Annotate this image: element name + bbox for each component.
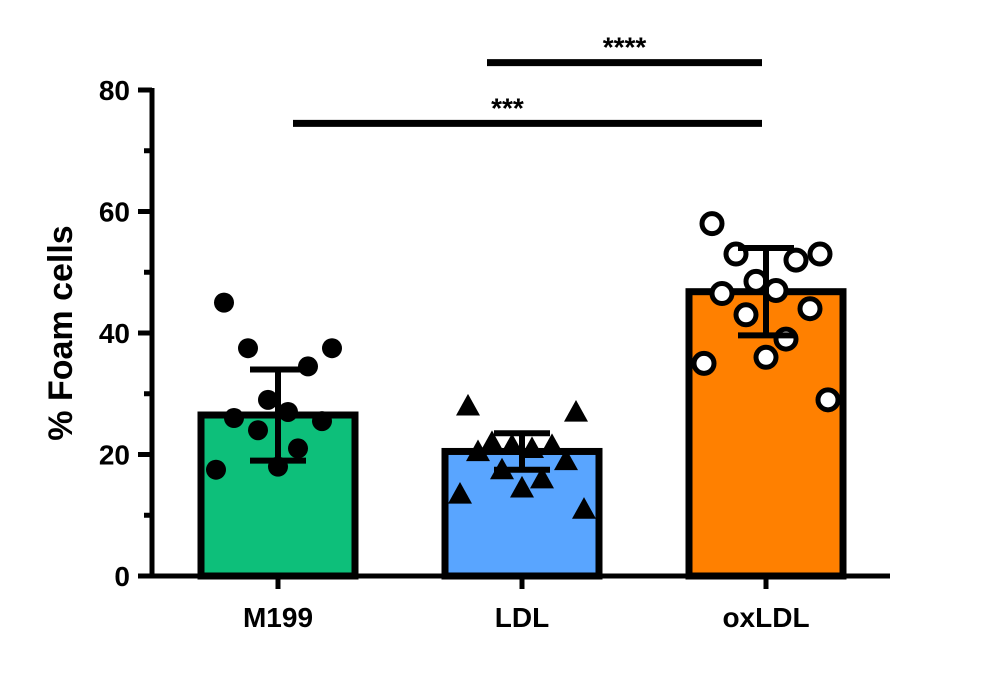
data-point <box>206 459 226 480</box>
data-point <box>815 387 841 413</box>
data-point <box>797 296 823 322</box>
significance-label: **** <box>603 32 647 63</box>
y-axis-title: % Foam cells <box>42 225 80 440</box>
data-point <box>238 338 258 359</box>
x-tick-label: LDL <box>495 602 549 633</box>
data-point <box>500 433 524 455</box>
data-point <box>466 439 490 462</box>
data-point <box>258 389 278 410</box>
data-point <box>312 411 332 432</box>
data-point <box>214 292 234 313</box>
data-point <box>773 326 799 352</box>
y-tick-label: 80 <box>99 75 130 106</box>
y-tick-label: 20 <box>99 440 130 471</box>
y-tick-label: 40 <box>99 318 130 349</box>
data-points <box>206 211 841 519</box>
data-point <box>733 302 759 328</box>
data-point <box>540 433 564 455</box>
data-point <box>322 338 342 359</box>
x-tick-label: M199 <box>243 602 313 633</box>
data-point <box>520 436 544 459</box>
data-point <box>783 247 809 273</box>
data-point <box>456 393 480 416</box>
data-point <box>480 430 504 452</box>
data-point <box>709 281 735 307</box>
y-ticks: 0 20 40 60 80 <box>99 75 152 592</box>
data-point <box>807 241 833 267</box>
data-point <box>753 344 779 370</box>
data-point <box>448 481 472 504</box>
data-point <box>554 448 578 471</box>
bar-oxldl <box>685 288 847 580</box>
x-ticks: M199 LDL oxLDL <box>243 576 810 633</box>
data-point <box>699 211 725 237</box>
y-tick-label: 60 <box>99 197 130 228</box>
bars <box>197 288 847 580</box>
data-point <box>691 350 717 376</box>
data-point <box>530 466 554 489</box>
data-point <box>278 401 298 422</box>
y-tick-label: 0 <box>114 561 130 592</box>
data-point <box>510 475 534 498</box>
significance-label: *** <box>491 92 524 123</box>
data-point <box>224 408 244 429</box>
data-point <box>572 497 596 519</box>
data-point <box>298 356 318 377</box>
data-point <box>564 399 588 422</box>
error-bars <box>250 244 794 473</box>
data-point <box>248 420 268 441</box>
x-tick-label: oxLDL <box>722 602 809 633</box>
significance-brackets: ******* <box>293 32 762 127</box>
data-point <box>288 438 308 459</box>
